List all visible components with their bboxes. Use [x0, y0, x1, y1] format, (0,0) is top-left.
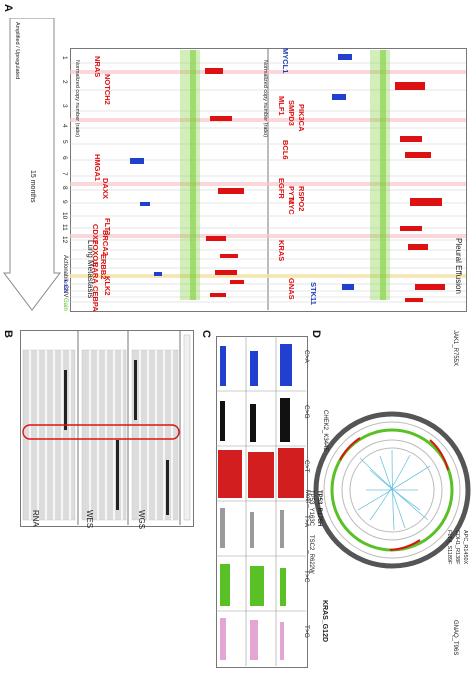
gene-label: DAXX: [101, 178, 110, 199]
gene-label: KLK2: [103, 276, 112, 296]
gene-label: MYC: [287, 198, 296, 215]
panel-c: C C>A C>G C>T T>A T>C T>G Motif: [200, 330, 310, 670]
gene-label: SMPD3: [287, 100, 296, 126]
gene-label: MLF1: [277, 96, 286, 116]
panel-d-letter: D: [310, 330, 322, 338]
mutation-label: TP53_R175H: [316, 490, 322, 527]
mutation-label: TSC2_R622W: [308, 535, 314, 574]
gene-label: CEBPA: [91, 286, 100, 312]
y-axis-label-top: Normalized copy number (ratio): [74, 60, 80, 138]
col-label: T>G: [303, 625, 310, 638]
panel-a-letter: A: [2, 4, 14, 12]
panel-d: D JAK1_R755X GNAQ_T96S KRAS_G12D CHEK2_K…: [308, 330, 474, 670]
gene-label: RSPO2: [297, 186, 306, 212]
panel-b: B RNA WES WGS: [0, 330, 200, 530]
chr-label: 12: [61, 236, 68, 244]
igv-tracks: [22, 330, 191, 525]
col-label: C>T: [303, 460, 310, 473]
mutation-label: GNAQ_T96S: [452, 620, 458, 656]
gene-label: NRAS: [93, 56, 102, 78]
chr-label: 4: [61, 124, 68, 128]
panel-a: A 15 months Amplified / Upregulated: [0, 0, 474, 320]
gene-label: NOTCH2: [103, 74, 112, 105]
timeline-arrow: [2, 18, 62, 311]
mutation-label: KRAS_G12D: [321, 600, 328, 643]
row-label-rna: RNA: [31, 510, 40, 527]
mutation-label: CHEK2_K344E: [322, 410, 328, 452]
track-pleural-label: Pleural Effusion: [454, 238, 463, 294]
legend-loss: Loss: [62, 280, 68, 293]
chr-label: 7: [61, 172, 68, 176]
y-axis-label-bottom: Normalized copy number (ratio): [262, 60, 268, 138]
mutation-label: APC_R1450X: [462, 530, 468, 565]
chr-label: 5: [61, 140, 68, 144]
chr-label: 9: [61, 200, 68, 204]
gene-label: STK11: [309, 282, 318, 305]
circos-plot: [313, 411, 471, 569]
mutation-label: TP53_Y163C: [308, 490, 314, 527]
gene-label: BCL6: [281, 140, 290, 160]
chr-label: 1: [61, 56, 68, 60]
chr-label: 2: [61, 80, 68, 84]
gene-label: KRAS: [277, 240, 286, 262]
motif-chart: [216, 336, 306, 666]
chr-label: 3: [61, 104, 68, 108]
panel-b-letter: B: [2, 330, 14, 338]
chr-label: 10: [61, 212, 68, 220]
upregulated-label: Amplified / Upregulated: [14, 22, 20, 80]
gene-label: GNAS: [287, 278, 296, 300]
cnv-plot: [70, 48, 466, 310]
mutation-label: JAK1_R755X: [452, 330, 458, 367]
mutation-label: CDH1_R138F: [454, 530, 460, 565]
chr-label: 11: [61, 224, 68, 231]
timeline-label: 15 months: [29, 170, 36, 203]
row-label-wgs: WGS: [137, 510, 146, 530]
panel-c-letter: C: [200, 330, 212, 338]
gene-label: EGFR: [277, 178, 286, 199]
gene-label: BRCA2: [101, 230, 110, 256]
col-label: C>G: [303, 405, 310, 419]
gene-label: MYCL1: [281, 48, 290, 74]
col-label: C>A: [303, 350, 310, 363]
gene-label: RARA: [91, 262, 100, 284]
legend-gain: Gain: [62, 298, 68, 311]
chr-label: 8: [61, 186, 68, 190]
mutation-label: FLT4_S1189F: [446, 530, 452, 565]
motif-frame: [216, 336, 308, 668]
chr-label: 6: [61, 156, 68, 160]
gene-label: PIK3CA: [297, 104, 306, 132]
row-label-wes: WES: [85, 510, 94, 529]
